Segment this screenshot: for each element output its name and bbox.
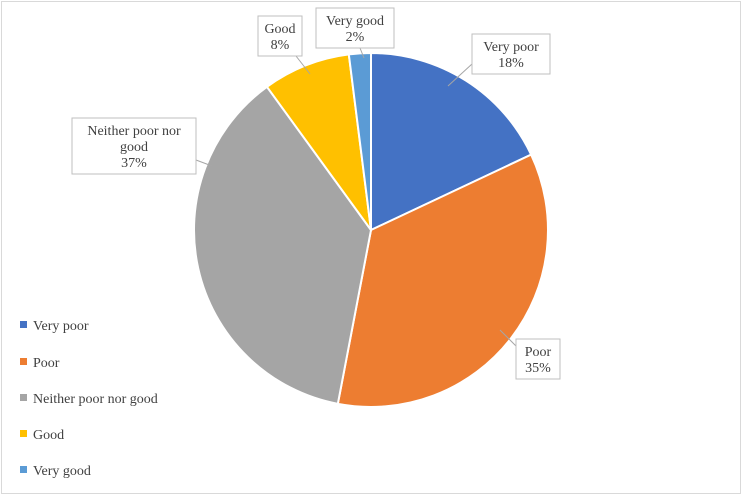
- legend-item-very-poor: Very poor: [20, 319, 89, 334]
- leader-line-good: [295, 55, 311, 75]
- data-label-value: 37%: [121, 156, 147, 171]
- data-label-category: Very good: [326, 14, 384, 29]
- data-label-value: 2%: [346, 30, 365, 45]
- data-label-value: 35%: [525, 361, 551, 376]
- pie-slice-neither-poor-nor-good: [193, 85, 373, 406]
- legend-label: Very poor: [33, 319, 89, 334]
- data-label-value: 18%: [498, 56, 524, 71]
- legend-swatch: [20, 430, 27, 437]
- pie-slices: [193, 51, 549, 408]
- legend-swatch: [20, 321, 27, 328]
- data-label-category: Poor: [525, 345, 552, 360]
- data-label-box: [71, 117, 197, 175]
- legend-swatch: [20, 466, 27, 473]
- leader-lines: [195, 47, 517, 347]
- data-label-box: [257, 15, 303, 57]
- leader-line-poor: [499, 329, 517, 347]
- legend-item-very-good: Very good: [20, 464, 91, 479]
- pie-slice-poor: [336, 153, 549, 408]
- leader-line-very-good: [359, 47, 365, 59]
- data-label-value: 8%: [271, 38, 290, 53]
- legend: Very poor Poor Neither poor nor good Good Ve…: [20, 319, 158, 479]
- data-label-box: [471, 33, 551, 75]
- legend-label: Neither poor nor good: [33, 392, 158, 407]
- leader-line-very-poor: [447, 63, 473, 87]
- data-label-box: [515, 338, 561, 380]
- legend-swatch: [20, 394, 27, 401]
- legend-item-poor: Poor: [20, 356, 60, 371]
- legend-label: Good: [33, 428, 64, 443]
- data-label-category: Very poor: [483, 40, 539, 55]
- data-label-category: good: [120, 140, 148, 155]
- data-label-box: [315, 7, 395, 49]
- legend-swatch: [20, 358, 27, 365]
- data-label-category: Neither poor nor: [87, 124, 181, 139]
- pie-slice-very-poor: [370, 51, 533, 232]
- legend-label: Poor: [33, 356, 60, 371]
- pie-slice-very-good: [347, 51, 372, 231]
- legend-item-neither-poor-nor-good: Neither poor nor good: [20, 392, 158, 407]
- legend-label: Very good: [33, 464, 91, 479]
- leader-line-neither-poor-nor-good: [195, 159, 213, 167]
- data-label-category: Good: [264, 22, 295, 37]
- pie-slice-good: [265, 53, 372, 231]
- legend-item-good: Good: [20, 428, 64, 443]
